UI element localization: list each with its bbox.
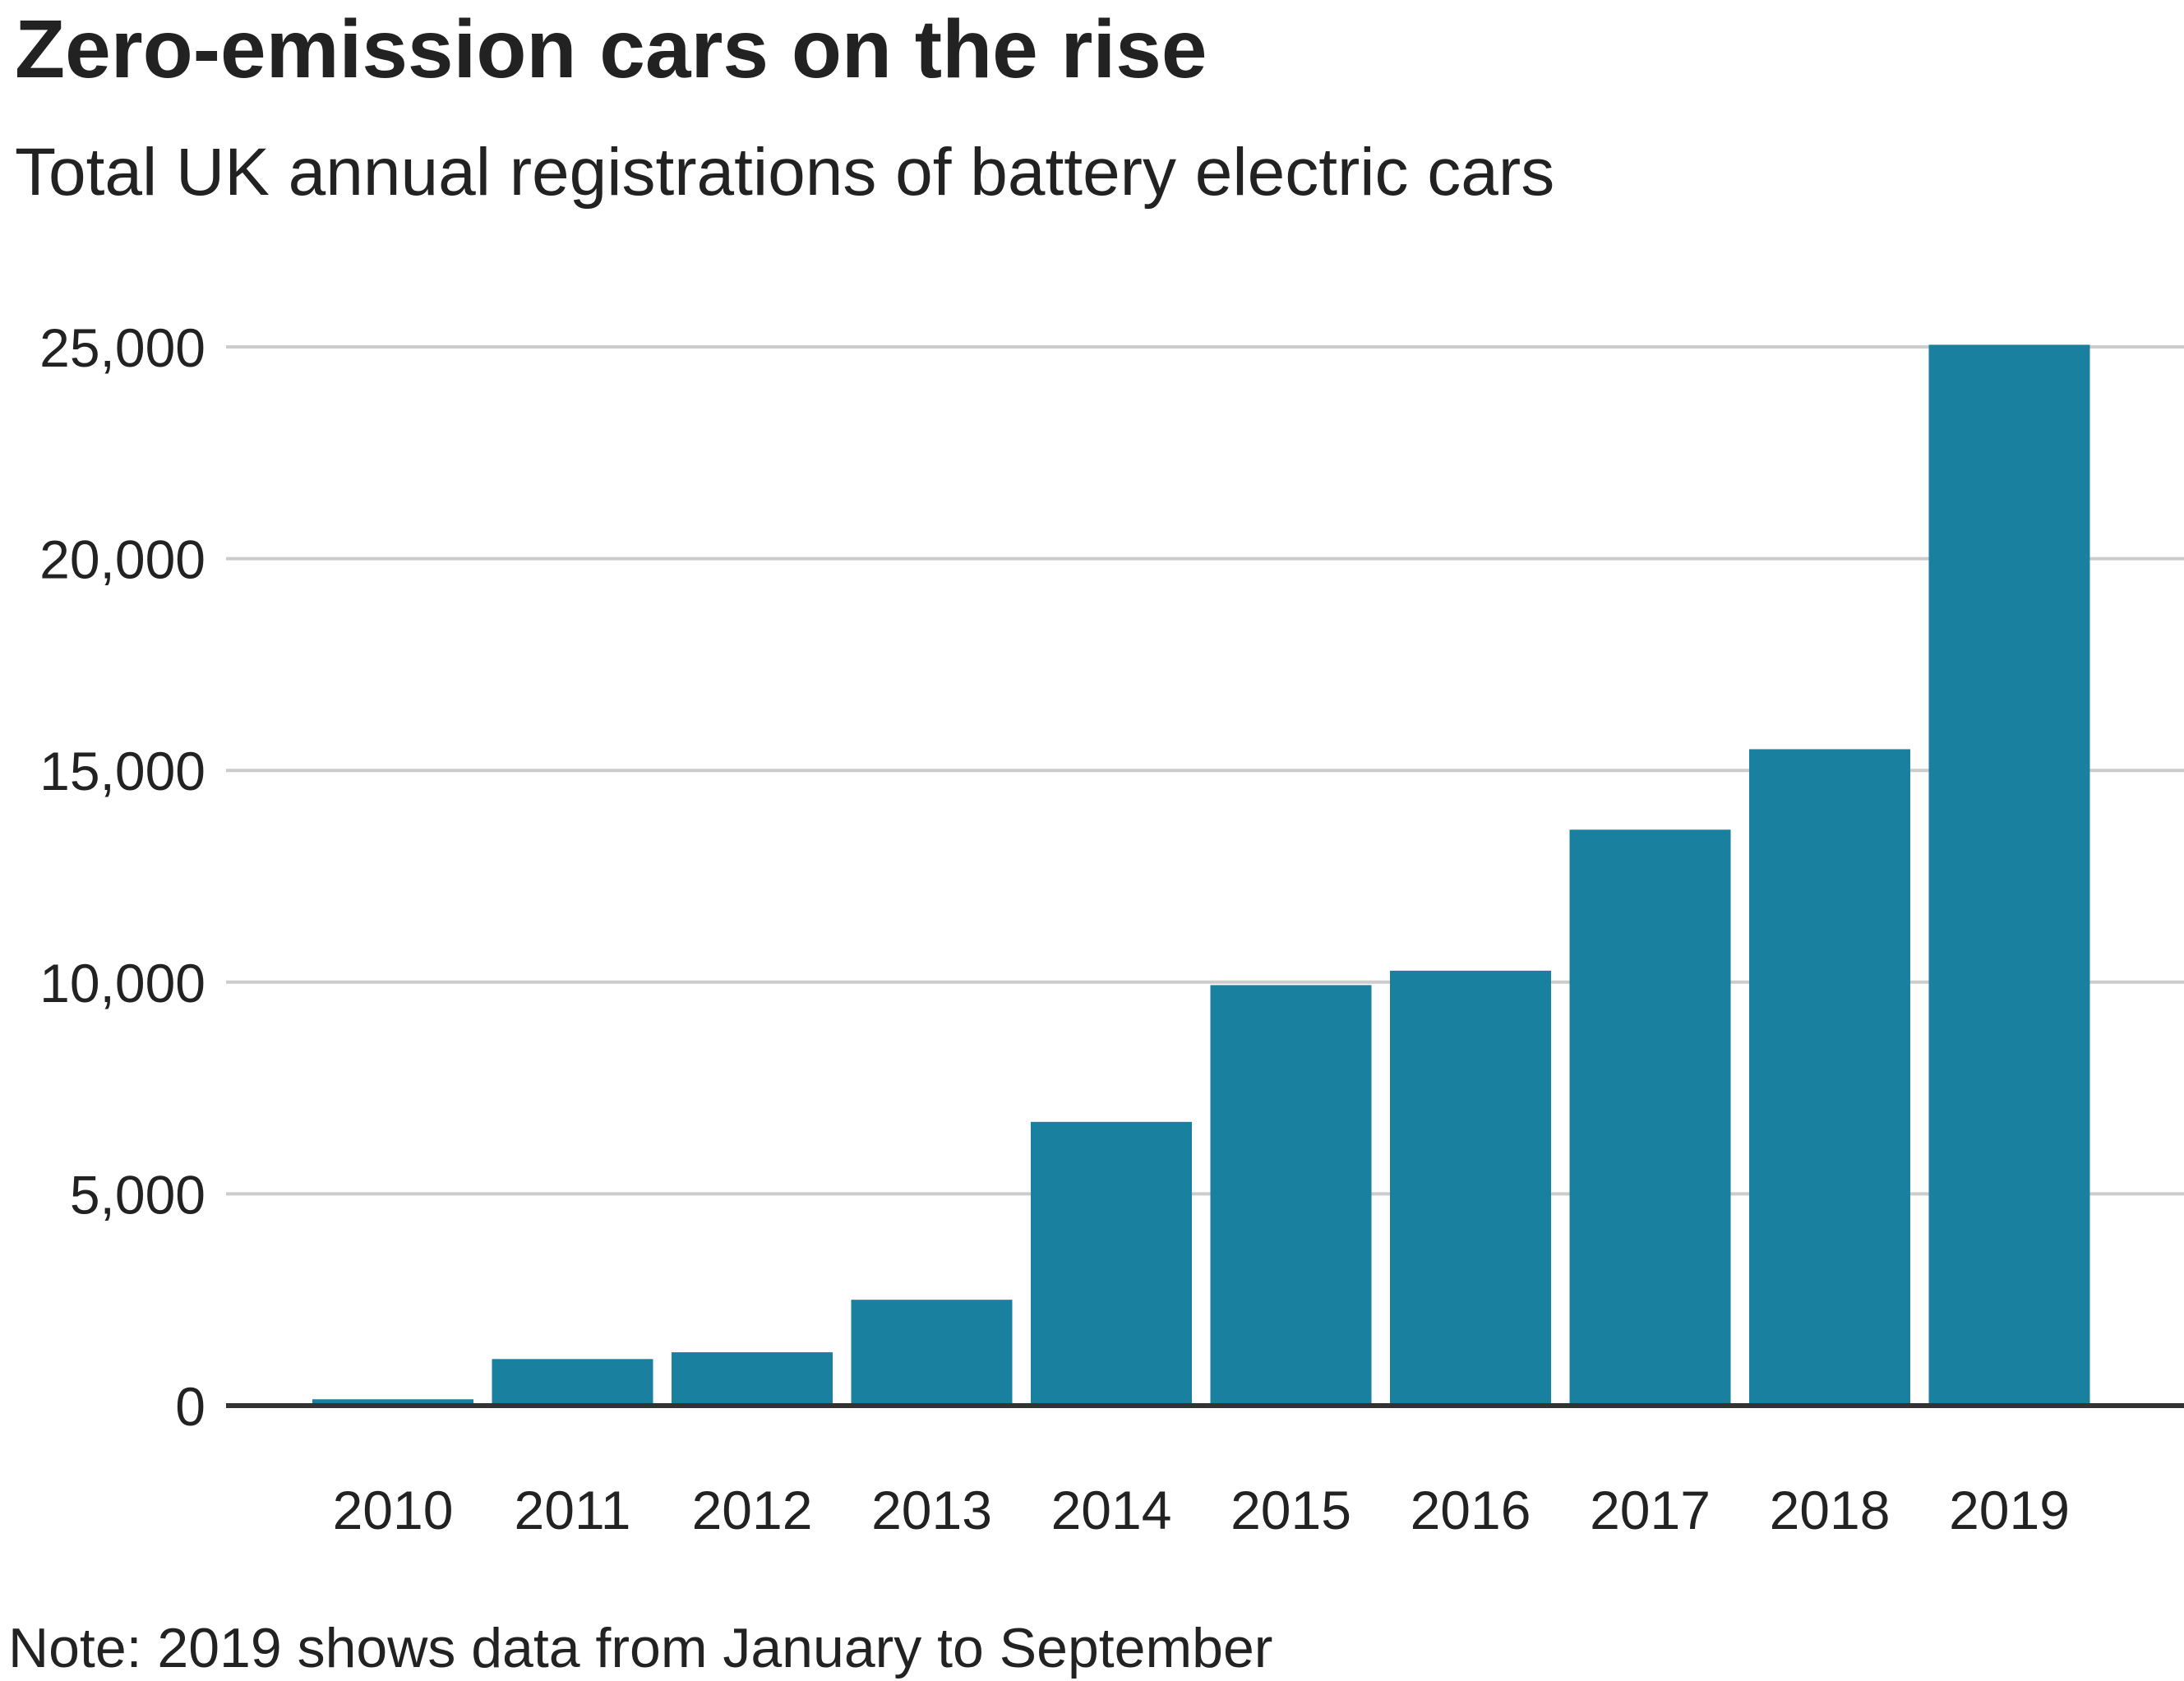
bar-2011 (492, 1359, 653, 1406)
x-tick-label: 2016 (1411, 1480, 1531, 1540)
x-axis-ticks: 2010 2011 2012 2013 2014 2015 2016 2017 2018 2019 (333, 1480, 2070, 1540)
bar-2013 (851, 1300, 1013, 1406)
x-tick-label: 2012 (692, 1480, 813, 1540)
y-tick-label: 0 (175, 1376, 205, 1437)
y-tick-label: 5,000 (70, 1164, 205, 1225)
x-tick-label: 2019 (1949, 1480, 2070, 1540)
y-tick-label: 10,000 (39, 953, 205, 1014)
x-tick-label: 2015 (1231, 1480, 1351, 1540)
bar-2019 (1928, 344, 2090, 1406)
x-tick-label: 2017 (1590, 1480, 1711, 1540)
bar-2015 (1210, 985, 1372, 1406)
x-tick-label: 2011 (515, 1480, 631, 1540)
chart-title: Zero-emission cars on the rise (15, 3, 1207, 95)
bar-2012 (672, 1352, 833, 1406)
bar-2017 (1569, 829, 1731, 1406)
x-tick-label: 2013 (871, 1480, 992, 1540)
y-tick-label: 20,000 (39, 529, 205, 590)
bar-2016 (1390, 970, 1551, 1406)
bars (312, 344, 2090, 1406)
y-axis-ticks: 0 5,000 10,000 15,000 20,000 25,000 (39, 317, 205, 1437)
bar-2018 (1749, 749, 1910, 1406)
bar-2010 (312, 1399, 473, 1406)
chart-note: Note: 2019 shows data from January to Se… (8, 1617, 1273, 1679)
y-tick-label: 25,000 (39, 317, 205, 378)
x-tick-label: 2014 (1051, 1480, 1172, 1540)
x-tick-label: 2018 (1770, 1480, 1891, 1540)
y-tick-label: 15,000 (39, 741, 205, 801)
chart-subtitle: Total UK annual registrations of battery… (15, 135, 1555, 210)
x-tick-label: 2010 (333, 1480, 454, 1540)
bar-2014 (1031, 1121, 1192, 1406)
